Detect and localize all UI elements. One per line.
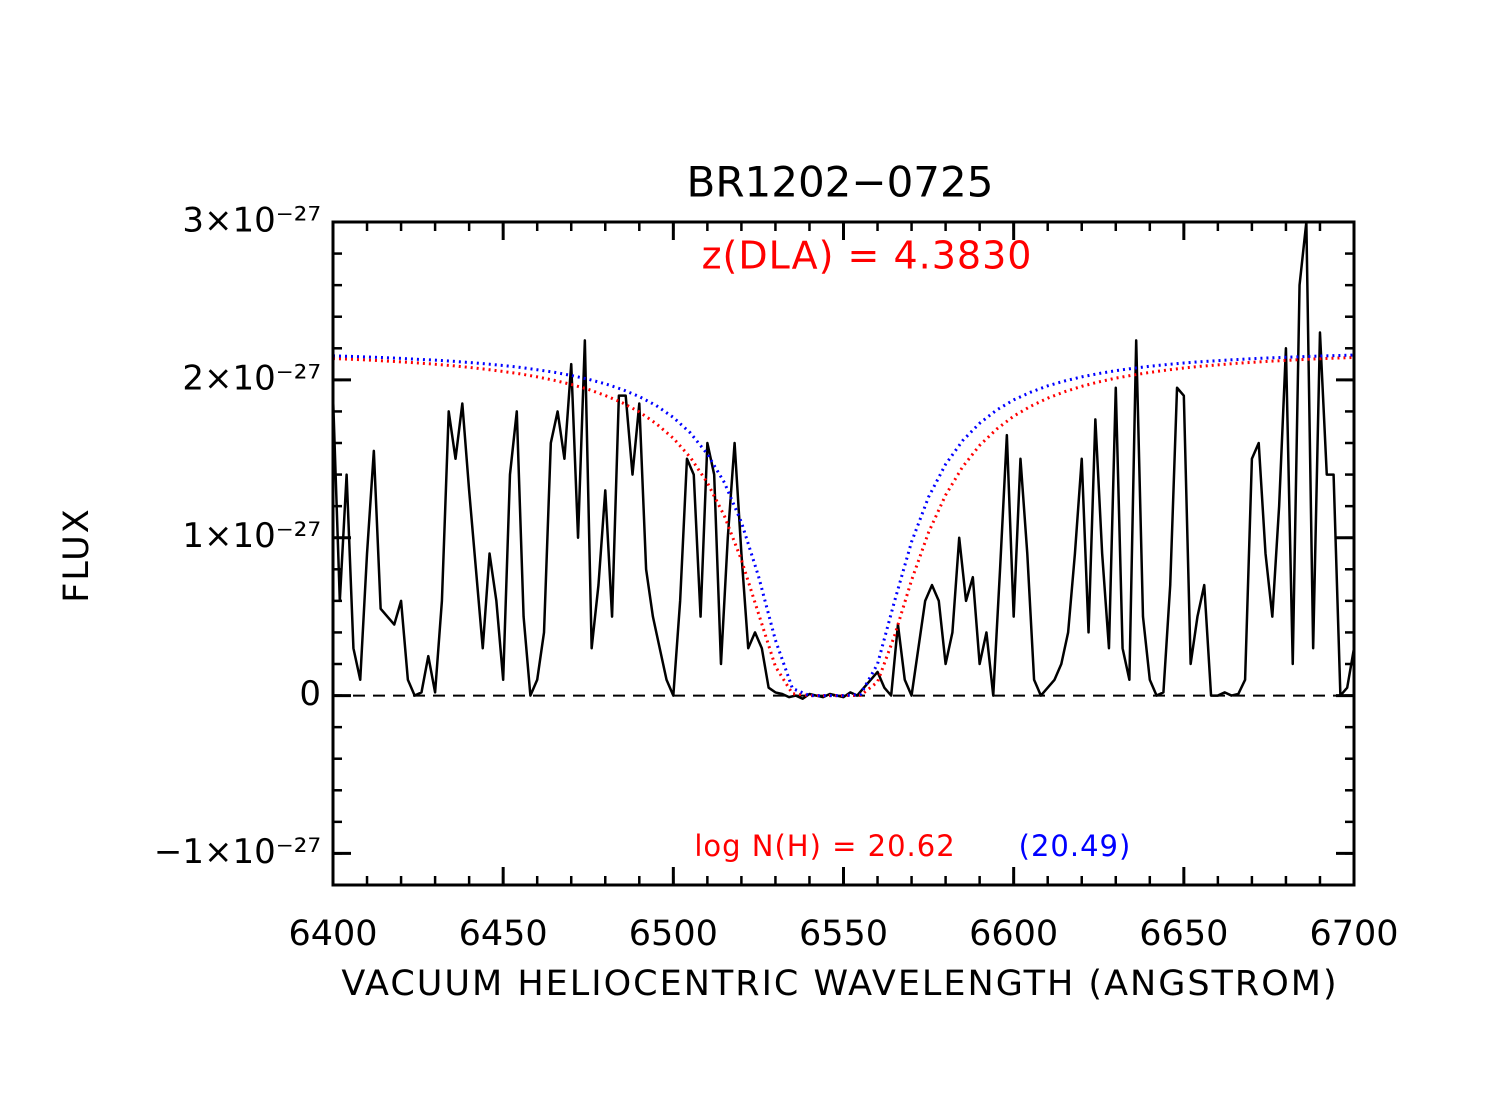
plot-frame — [331, 220, 1356, 887]
x-tick-label: 6550 — [799, 914, 888, 954]
series-line — [331, 220, 1356, 700]
annotation: log N(H) = 20.62 — [694, 829, 955, 863]
y-tick-label: 2×10⁻²⁷ — [182, 358, 321, 398]
y-axis-label: FLUX — [57, 507, 97, 602]
x-tick-label: 6600 — [969, 914, 1058, 954]
series-line — [332, 355, 1355, 698]
y-tick-label: 0 — [299, 674, 321, 714]
y-tick-label: −1×10⁻²⁷ — [154, 832, 321, 872]
x-tick-label: 6450 — [459, 914, 548, 954]
annotation: (20.49) — [1019, 829, 1132, 863]
series-line — [332, 353, 1355, 698]
annotation: z(DLA) = 4.3830 — [702, 234, 1033, 278]
x-tick-label: 6650 — [1139, 914, 1228, 954]
x-tick-label: 6500 — [629, 914, 718, 954]
x-tick-label: 6700 — [1309, 914, 1398, 954]
y-tick-label: 1×10⁻²⁷ — [182, 516, 321, 556]
chart-title: BR1202−0725 — [687, 158, 994, 207]
x-axis-label: VACUUM HELIOCENTRIC WAVELENGTH (ANGSTROM… — [341, 964, 1338, 1004]
y-tick-label: 3×10⁻²⁷ — [182, 201, 321, 241]
x-tick-label: 6400 — [288, 914, 377, 954]
